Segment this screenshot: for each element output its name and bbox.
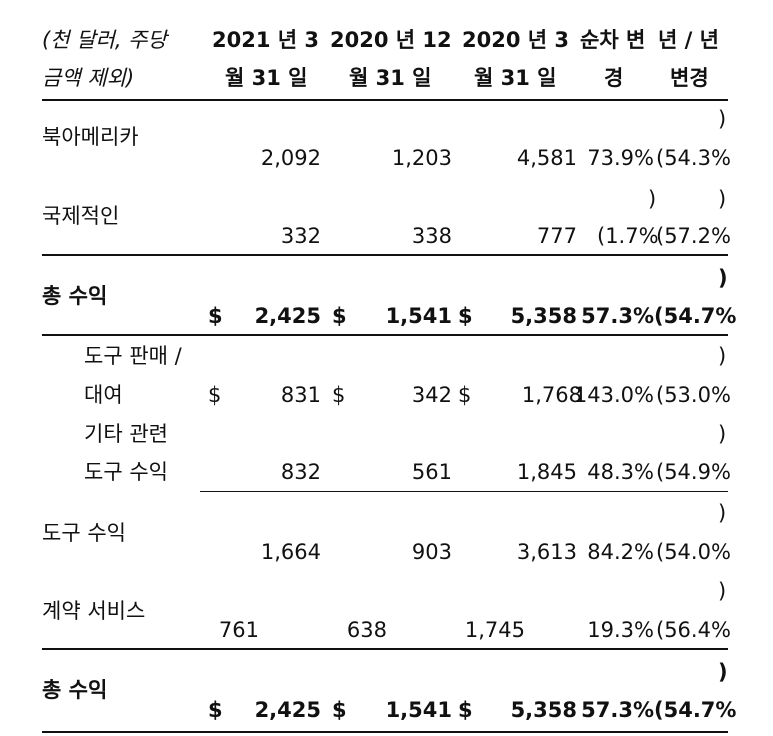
total-yoy-close: ) (718, 266, 728, 290)
total-dollar-col3: $ (458, 304, 473, 328)
total-2020q4: 1,541 (385, 304, 452, 328)
row-label-contract-services: 계약 서비스 (42, 599, 146, 623)
header-yoy-line1: 년 / 년 (658, 28, 719, 52)
header-col2-line1: 2020 년 12 (330, 28, 452, 52)
grand-total-seq-change: 57.3% (581, 698, 654, 722)
other-tool-yoy-close: ) (718, 422, 727, 446)
international-seq-close: ) (648, 187, 657, 211)
international-2020q1: 777 (536, 224, 577, 248)
tool-sales-2021q1: 831 (280, 383, 321, 407)
grand-total-yoy-change: (54.7% (654, 698, 737, 722)
row-label-total-revenue: 총 수익 (42, 284, 108, 308)
other-tool-2021q1: 832 (280, 460, 321, 484)
row-label-grand-total: 총 수익 (42, 678, 108, 702)
tool-sales-yoy-change: (53.0% (656, 383, 731, 407)
header-units-line1: (천 달러, 주당 (42, 28, 167, 52)
tool-revenue-yoy-change: (54.0% (656, 540, 731, 564)
north-america-2020q1: 4,581 (516, 146, 577, 170)
row-label-north-america: 북아메리카 (42, 125, 139, 149)
header-col3-line2: 월 31 일 (474, 66, 557, 90)
row-label-tool-revenue: 도구 수익 (42, 521, 126, 545)
other-tool-2020q1: 1,845 (516, 460, 577, 484)
total-yoy-change: (54.7% (654, 304, 737, 328)
north-america-yoy-close: ) (718, 107, 727, 131)
tool-sales-dollar-col1: $ (208, 383, 222, 407)
tool-revenue-2021q1: 1,664 (260, 540, 321, 564)
grand-total-2020q4: 1,541 (385, 698, 452, 722)
bottom-rule (42, 731, 728, 733)
header-seq-line2: 경 (604, 66, 624, 90)
header-col2-line2: 월 31 일 (349, 66, 432, 90)
north-america-2020q4: 1,203 (391, 146, 452, 170)
tool-sales-dollar-col3: $ (458, 383, 472, 407)
subtotal-rule (200, 491, 728, 492)
grand-total-dollar-col3: $ (458, 698, 473, 722)
tool-revenue-2020q4: 903 (411, 540, 452, 564)
header-units-line2: 금액 제외) (42, 66, 135, 90)
grand-total-dollar-col2: $ (332, 698, 347, 722)
grand-total-2020q1: 5,358 (510, 698, 577, 722)
tool-revenue-yoy-close: ) (718, 501, 727, 525)
tool-sales-dollar-col2: $ (332, 383, 346, 407)
contract-2021q1: 761 (218, 618, 259, 642)
tool-revenue-seq-change: 84.2% (587, 540, 654, 564)
header-seq-line1: 순차 변 (580, 28, 646, 52)
other-tool-2020q4: 561 (411, 460, 452, 484)
north-america-seq-change: 73.9% (587, 146, 654, 170)
north-america-2021q1: 2,092 (260, 146, 321, 170)
international-2021q1: 332 (280, 224, 321, 248)
total-dollar-col2: $ (332, 304, 347, 328)
total-2020q1: 5,358 (510, 304, 577, 328)
other-tool-yoy-change: (54.9% (656, 460, 731, 484)
contract-yoy-close: ) (718, 579, 727, 603)
north-america-yoy-change: (54.3% (656, 146, 731, 170)
header-rule (42, 99, 728, 101)
total-dollar-col1: $ (208, 304, 223, 328)
row-label-other-tool-line1: 기타 관련 (84, 422, 168, 446)
international-yoy-change: (57.2% (656, 224, 731, 248)
header-col3-line1: 2020 년 3 (462, 28, 570, 52)
rule-before-grand-total (42, 648, 728, 650)
total-seq-change: 57.3% (581, 304, 654, 328)
international-seq-change: (1.7% (597, 224, 659, 248)
tool-sales-2020q1: 1,768 (521, 383, 582, 407)
tool-sales-yoy-close: ) (718, 344, 727, 368)
row-label-other-tool-line2: 도구 수익 (84, 460, 168, 484)
tool-sales-2020q4: 342 (411, 383, 452, 407)
rule-after-total (42, 334, 728, 336)
international-yoy-close: ) (718, 187, 727, 211)
grand-total-2021q1: 2,425 (254, 698, 321, 722)
total-2021q1: 2,425 (254, 304, 321, 328)
contract-2020q4: 638 (346, 618, 387, 642)
rule-before-total (42, 254, 728, 256)
tool-revenue-2020q1: 3,613 (516, 540, 577, 564)
header-col1-line1: 2021 년 3 (212, 28, 320, 52)
contract-seq-change: 19.3% (587, 618, 654, 642)
contract-yoy-change: (56.4% (656, 618, 731, 642)
tool-sales-seq-change: 143.0% (573, 383, 654, 407)
row-label-international: 국제적인 (42, 204, 120, 228)
row-label-tool-sales-line1: 도구 판매 / (84, 344, 182, 368)
row-label-tool-sales-line2: 대여 (84, 383, 123, 407)
contract-2020q1: 1,745 (464, 618, 525, 642)
grand-total-dollar-col1: $ (208, 698, 223, 722)
header-yoy-line2: 변경 (670, 66, 709, 90)
grand-total-yoy-close: ) (718, 660, 728, 684)
international-2020q4: 338 (411, 224, 452, 248)
header-col1-line2: 월 31 일 (225, 66, 308, 90)
other-tool-seq-change: 48.3% (587, 460, 654, 484)
